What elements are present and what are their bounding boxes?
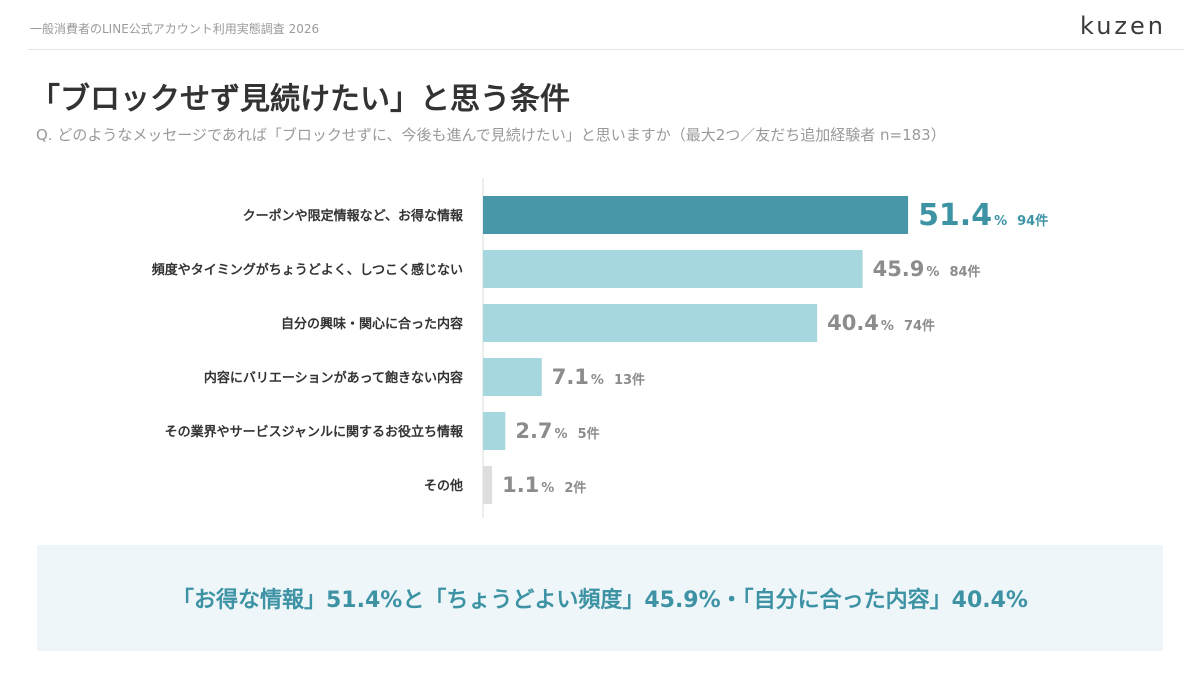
bar — [483, 412, 506, 450]
percent-unit: % — [881, 319, 894, 334]
bar — [483, 196, 909, 234]
value-number: 2.7 — [515, 419, 552, 443]
count-label: 74件 — [904, 318, 935, 334]
value-number: 51.4 — [918, 198, 992, 233]
brand-logo: kuzen — [1080, 12, 1166, 40]
value-number: 1.1 — [502, 473, 539, 497]
percent-unit: % — [591, 373, 604, 388]
percent-unit: % — [994, 214, 1007, 229]
count-label: 84件 — [949, 264, 980, 280]
value-number: 40.4 — [827, 311, 879, 335]
category-label: 自分の興味・関心に合った内容 — [281, 316, 463, 332]
category-label: その他 — [424, 478, 463, 494]
page-title: 「ブロックせず見続けたい」と思う条件 — [30, 82, 570, 117]
summary-box: 「お得な情報」51.4%と「ちょうどよい頻度」45.9%・「自分に合った内容」4… — [37, 545, 1163, 651]
category-label: 内容にバリエーションがあって飽きない内容 — [204, 370, 463, 386]
value-label: 51.4% 94件 — [918, 198, 1048, 233]
category-label: その業界やサービスジャンルに関するお役立ち情報 — [165, 424, 464, 440]
value-label: 45.9% 84件 — [873, 257, 981, 281]
survey-name: 一般消費者のLINE公式アカウント利用実態調査 2026 — [30, 22, 320, 36]
count-label: 5件 — [578, 426, 600, 442]
percent-unit: % — [926, 265, 939, 280]
summary-text: 「お得な情報」51.4%と「ちょうどよい頻度」45.9%・「自分に合った内容」4… — [172, 588, 1028, 613]
value-label: 1.1% 2件 — [502, 473, 586, 497]
bar — [483, 358, 542, 396]
survey-question: Q. どのようなメッセージであれば「ブロックせずに、今後も進んで見続けたい」と思… — [36, 126, 946, 144]
value-label: 7.1% 13件 — [552, 365, 645, 389]
count-label: 13件 — [614, 372, 645, 388]
value-label: 40.4% 74件 — [827, 311, 935, 335]
value-number: 45.9 — [873, 257, 925, 281]
category-label: クーポンや限定情報など、お得な情報 — [243, 208, 464, 224]
bar — [483, 466, 493, 504]
count-label: 2件 — [564, 480, 586, 496]
count-label: 94件 — [1017, 213, 1048, 229]
percent-unit: % — [555, 427, 568, 442]
category-label: 頻度やタイミングがちょうどよく、しつこく感じない — [152, 262, 463, 278]
header-divider — [28, 49, 1184, 50]
bar — [483, 304, 818, 342]
bar-chart: クーポンや限定情報など、お得な情報 51.4% 94件頻度やタイミングがちょうどよく… — [152, 178, 1048, 518]
percent-unit: % — [541, 481, 554, 496]
bar — [483, 250, 863, 288]
value-number: 7.1 — [552, 365, 589, 389]
value-label: 2.7% 5件 — [515, 419, 599, 443]
